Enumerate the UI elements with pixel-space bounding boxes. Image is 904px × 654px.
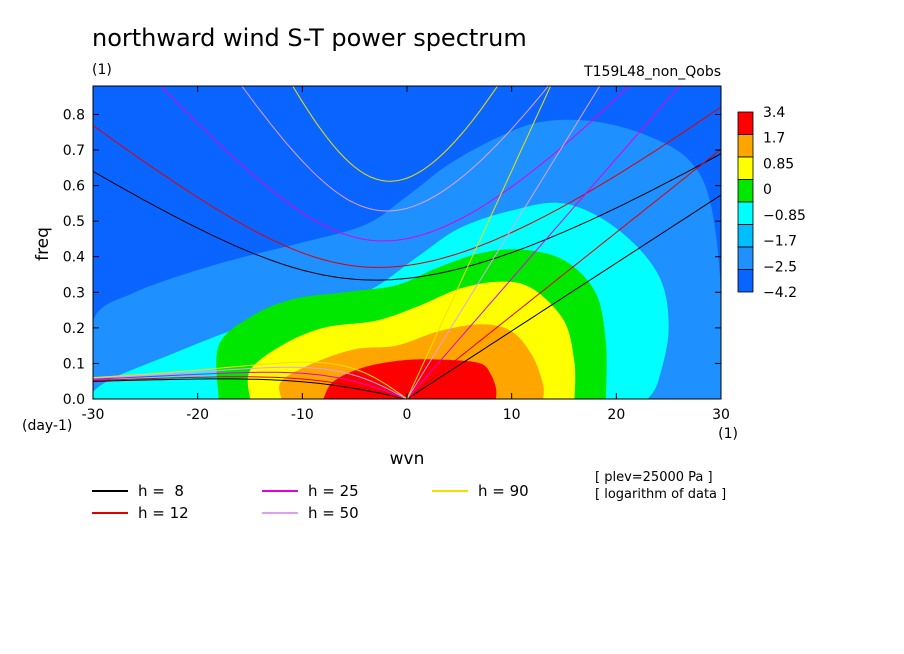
curve-h50 (93, 86, 601, 399)
colorbar-label: −1.7 (763, 234, 797, 250)
note-plev: [ plev=25000 Pa ] (595, 470, 713, 485)
rossby-wave-h90 (93, 361, 408, 399)
colorbar-label: −4.2 (763, 285, 797, 301)
x-tick-label: 10 (503, 407, 521, 423)
colorbar-swatch (737, 134, 754, 158)
gravity-wave-h8 (93, 153, 721, 281)
y-axis-label: freq (33, 227, 53, 261)
rossby-wave-h25 (93, 371, 408, 399)
y-axis: 0.0 0.1 0.2 0.3 0.4 0.5 0.6 0.7 0.8 (63, 107, 721, 408)
colorbar-swatch (737, 179, 754, 203)
x-tick-label: 30 (712, 407, 730, 423)
legend-label: h = 12 (138, 504, 189, 522)
y-tick-label: 0.6 (63, 179, 85, 195)
legend-label: h = 25 (308, 482, 359, 500)
rossby-wave-h12 (93, 376, 408, 399)
contour-fills (93, 119, 721, 399)
colorbar-label: 3.4 (763, 105, 785, 121)
y-tick-label: 0.5 (63, 214, 85, 230)
x-unit-label: (1) (718, 426, 738, 442)
x-tick-label: 0 (403, 407, 412, 423)
dispersion-curves (93, 86, 721, 399)
plot-area (93, 86, 721, 399)
rossby-wave-h50 (93, 366, 408, 399)
kelvin-wave-h25 (406, 86, 681, 399)
y-tick-label: 0.2 (63, 321, 85, 337)
gravity-wave-h25 (160, 86, 631, 242)
y-tick-label: 0.0 (63, 392, 85, 408)
gravity-wave-h90 (292, 86, 499, 182)
gravity-wave-h12 (93, 106, 721, 268)
kelvin-wave-h90 (406, 86, 552, 399)
run-label: T159L48_non_Qobs (583, 64, 721, 80)
legend-label: h = 90 (478, 482, 529, 500)
x-tick-label: -10 (291, 407, 314, 423)
legend-label: h = 50 (308, 504, 359, 522)
curve-h90 (93, 86, 552, 399)
colorbar-label: 1.7 (763, 131, 785, 147)
colorbar-swatch (737, 111, 754, 135)
kelvin-wave-h50 (406, 86, 601, 399)
y-tick-label: 0.3 (63, 285, 85, 301)
units-label: (1) (92, 62, 112, 78)
rossby-wave-h8 (93, 378, 408, 399)
curve-h8 (93, 153, 721, 399)
x-tick-label: -20 (186, 407, 209, 423)
colorbar-swatch (737, 246, 754, 270)
colorbar-label: 0.85 (763, 156, 794, 172)
colorbar-swatch (737, 201, 754, 225)
colorbar-swatch (737, 156, 754, 180)
curve-h25 (93, 86, 681, 399)
legend-label: h = 8 (138, 482, 184, 500)
x-axis-label: wvn (390, 449, 425, 469)
kelvin-wave-h8 (406, 194, 721, 399)
chart-title: northward wind S-T power spectrum (92, 24, 527, 52)
legend: h = 8 h = 12 h = 25 h = 50 h = 90 (92, 482, 529, 522)
y-tick-label: 0.8 (63, 107, 85, 123)
colorbar: 3.4 1.7 0.85 0 −0.85 −1.7 −2.5 −4.2 (737, 105, 806, 301)
x-tick-label: 20 (607, 407, 625, 423)
x-tick-label: -30 (82, 407, 105, 423)
colorbar-label: 0 (763, 182, 772, 198)
y-unit-label: (day-1) (22, 418, 72, 434)
colorbar-swatch (737, 269, 754, 293)
gravity-wave-h50 (241, 86, 549, 212)
y-tick-label: 0.1 (63, 356, 85, 372)
curve-h12 (93, 106, 721, 399)
kelvin-wave-h12 (406, 148, 721, 399)
x-axis: -30 -20 -10 0 10 20 30 (82, 86, 730, 423)
note-log: [ logarithm of data ] (595, 487, 726, 502)
colorbar-label: −2.5 (763, 259, 797, 275)
colorbar-label: −0.85 (763, 208, 806, 224)
colorbar-swatch (737, 224, 754, 248)
y-tick-label: 0.7 (63, 143, 85, 159)
y-tick-label: 0.4 (63, 250, 85, 266)
